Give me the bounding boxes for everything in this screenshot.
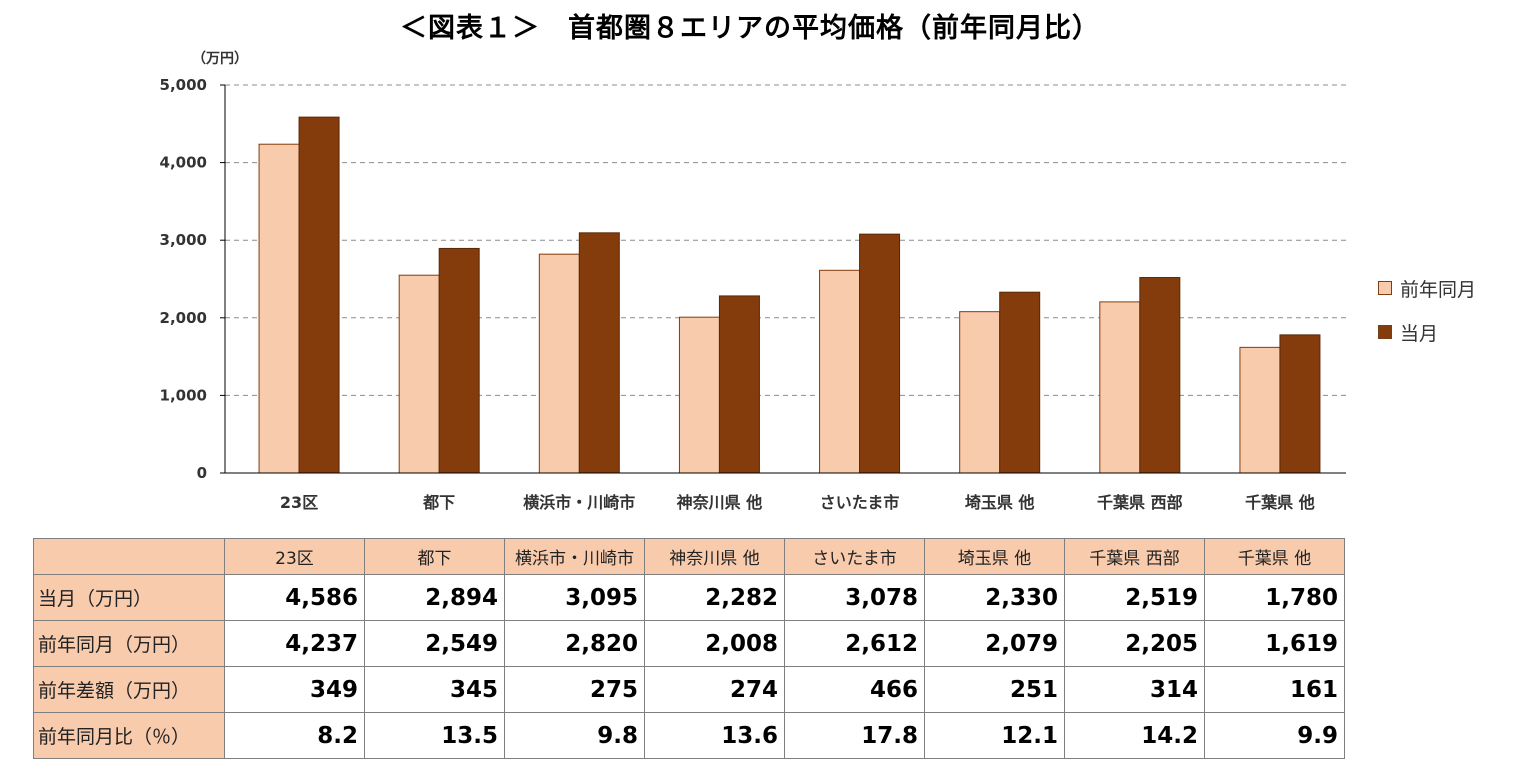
table-cell: 2,330 [924,574,1065,621]
table-cell: 17.8 [784,712,925,759]
legend-item-current: 当月 [1378,320,1476,345]
legend-item-prev-year: 前年同月 [1378,276,1477,301]
table-row: 前年差額（万円） 349 345 275 274 466 251 314 161 [33,666,1345,713]
table-cell: 9.9 [1204,712,1345,759]
table-cell: 3,078 [784,574,925,621]
table-cell: 2,079 [924,620,1065,667]
bar-prev-year [819,269,861,474]
legend-label-prev-year: 前年同月 [1400,278,1477,301]
table-header-cell: 横浜市・川崎市 [504,538,645,575]
gridlines [225,84,1346,396]
x-tick-label: 千葉県 西部 [1097,493,1183,512]
table-cell: 12.1 [924,712,1065,759]
x-tick-label: 23区 [280,493,318,512]
table-cell: 2,549 [364,620,505,667]
table-cell: 8.2 [224,712,365,759]
table-cell: 2,519 [1064,574,1205,621]
bar-prev-year [258,143,300,474]
table-row-label: 前年同月（万円） [33,620,225,667]
y-tick-label: 1,000 [160,386,207,404]
table-cell: 3,095 [504,574,645,621]
bar-current [578,232,620,474]
table-cell: 349 [224,666,365,713]
table-row: 当月（万円） 4,586 2,894 3,095 2,282 3,078 2,3… [33,574,1345,621]
table-cell: 2,205 [1064,620,1205,667]
table-cell: 275 [504,666,645,713]
bar-prev-year [678,316,720,474]
y-tick-label: 3,000 [160,231,207,249]
bars [258,116,1321,474]
table-header-cell: さいたま市 [784,538,925,575]
bar-current [1279,334,1321,474]
y-tick-label: 5,000 [160,76,207,94]
table-row-label: 前年同月比（％） [33,712,225,759]
bar-prev-year [1099,301,1141,474]
table-row: 前年同月比（％） 8.2 13.5 9.8 13.6 17.8 12.1 14.… [33,712,1345,759]
axes [220,84,1346,474]
table-cell: 274 [644,666,785,713]
bar-current [298,116,340,474]
bar-current [438,247,480,474]
table-header-cell: 千葉県 他 [1204,538,1345,575]
bar-current [999,291,1041,474]
legend: 前年同月 当月 [1378,276,1476,364]
bar-current [718,295,760,474]
legend-swatch-prev-year [1378,281,1392,295]
table-cell: 9.8 [504,712,645,759]
bar-prev-year [959,311,1001,474]
y-tick-label: 2,000 [160,309,207,327]
table-header-row: 23区 都下 横浜市・川崎市 神奈川県 他 さいたま市 埼玉県 他 千葉県 西部… [33,538,1345,575]
data-table: 23区 都下 横浜市・川崎市 神奈川県 他 さいたま市 埼玉県 他 千葉県 西部… [33,538,1345,759]
bar-chart: 0 1,000 2,000 3,000 4,000 5,000 （万円） 23区 都下 横浜市・川… [160,51,1346,512]
legend-swatch-current [1378,325,1392,339]
table-header-cell: 都下 [364,538,505,575]
table-cell: 2,282 [644,574,785,621]
table-row-label: 当月（万円） [33,574,225,621]
table-cell: 13.5 [364,712,505,759]
table-cell: 2,820 [504,620,645,667]
table-cell: 345 [364,666,505,713]
y-axis-label: （万円） [192,51,248,67]
axis-labels: 0 1,000 2,000 3,000 4,000 5,000 （万円） 23区 都下 横浜市・川… [160,51,1315,512]
table-cell: 2,008 [644,620,785,667]
table-cell: 14.2 [1064,712,1205,759]
table-header-cell: 埼玉県 他 [924,538,1065,575]
y-tick-label: 0 [197,464,207,482]
table-header-cell: 神奈川県 他 [644,538,785,575]
bar-prev-year [538,253,580,474]
table-cell: 4,237 [224,620,365,667]
x-tick-label: 横浜市・川崎市 [523,493,635,512]
table-cell: 466 [784,666,925,713]
table-header-cell [33,538,225,575]
table-row-label: 前年差額（万円） [33,666,225,713]
bar-current [859,233,901,474]
table-cell: 13.6 [644,712,785,759]
chart-title: ＜図表１＞ 首都圏８エリアの平均価格（前年同月比） [400,13,1100,44]
x-tick-label: 埼玉県 他 [965,493,1035,512]
table-cell: 2,612 [784,620,925,667]
legend-label-current: 当月 [1400,322,1439,345]
x-tick-label: 千葉県 他 [1245,493,1315,512]
bar-current [1139,277,1181,474]
table-header-cell: 23区 [224,538,365,575]
bar-prev-year [1239,346,1281,474]
table-row: 前年同月（万円） 4,237 2,549 2,820 2,008 2,612 2… [33,620,1345,667]
table-cell: 1,619 [1204,620,1345,667]
table-cell: 1,780 [1204,574,1345,621]
x-tick-label: さいたま市 [820,493,900,512]
x-tick-label: 神奈川県 他 [677,493,763,512]
y-tick-label: 4,000 [160,154,207,172]
table-cell: 161 [1204,666,1345,713]
table-cell: 251 [924,666,1065,713]
table-cell: 2,894 [364,574,505,621]
bar-prev-year [398,274,440,474]
table-header-cell: 千葉県 西部 [1064,538,1205,575]
x-tick-label: 都下 [422,493,455,512]
table-cell: 314 [1064,666,1205,713]
table-cell: 4,586 [224,574,365,621]
